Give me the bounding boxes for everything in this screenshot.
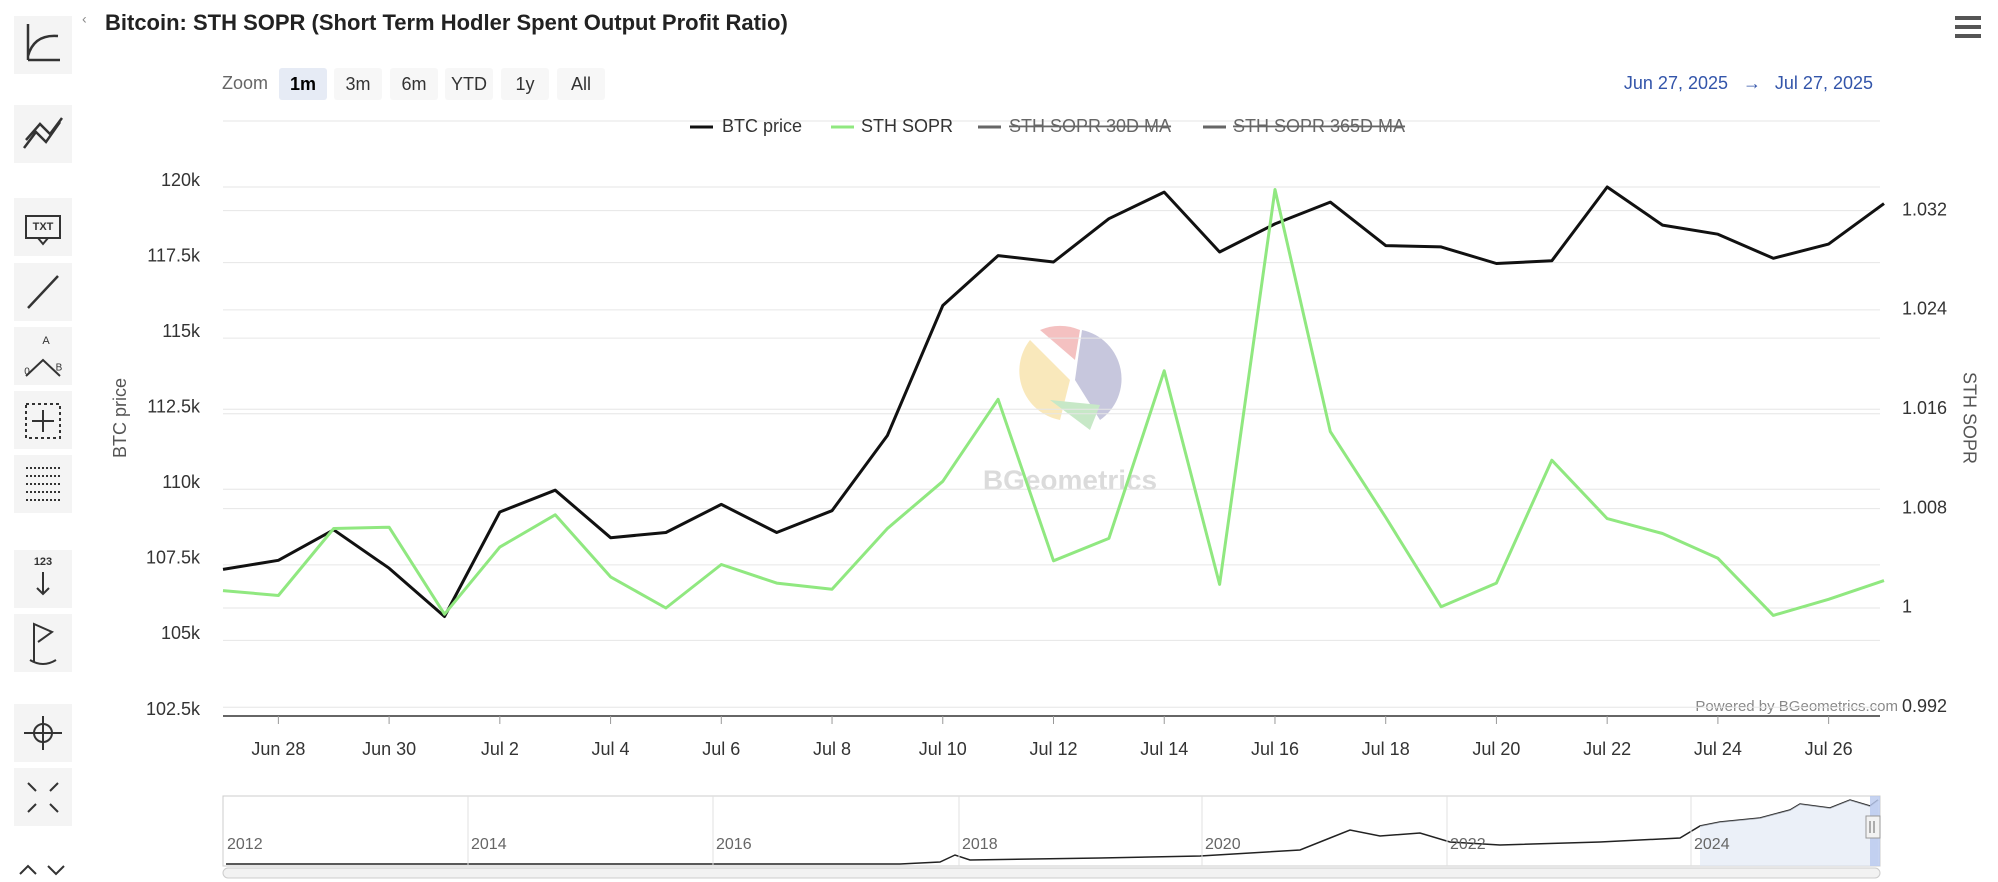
y2-tick-label: 1.032 [1902,199,1947,219]
legend-item[interactable]: BTC price [722,116,802,136]
navigator-label: 2022 [1450,836,1486,853]
x-tick-label: Jul 2 [481,739,519,759]
legend-item[interactable]: STH SOPR 365D MA [1233,116,1405,136]
zoom-button[interactable]: 1m [290,74,316,94]
navigator-label: 2012 [227,836,263,853]
zoom-button[interactable]: 6m [401,74,426,94]
watermark: BGeometrics [983,325,1157,495]
tool-numbers-label: 123 [34,556,52,568]
x-tick-label: Jul 18 [1362,739,1410,759]
navigator[interactable]: 2012 2014 2016 2018 2020 2022 2024 [222,795,1881,879]
y-tick-label: 110k [162,472,201,492]
zoom-button[interactable]: 3m [345,74,370,94]
y-tick-label: 102.5k [146,699,201,719]
zoom-button-bg[interactable] [501,68,549,100]
collapse-arrow[interactable]: ‹ [82,11,87,27]
y-tick-label: 105k [161,623,201,643]
x-tick-label: Jul 26 [1805,739,1853,759]
credit[interactable]: Powered by BGeometrics.com [1695,698,1898,715]
series-line [222,188,1885,617]
x-tick-label: Jul 4 [592,739,630,759]
tool-label-b: B [56,363,63,374]
chart-title: Bitcoin: STH SOPR (Short Term Hodler Spe… [105,10,788,35]
tool-grid[interactable] [14,455,72,513]
series-line [222,185,1885,618]
zoom-label: Zoom [222,73,268,93]
menu-button[interactable] [1955,16,1981,38]
zoom-button[interactable]: YTD [451,74,487,94]
navigator-label: 2014 [471,836,507,853]
y-tick-label: 115k [162,321,201,341]
legend-item[interactable]: STH SOPR 30D MA [1009,116,1171,136]
y-tick-label: 117.5k [147,245,201,265]
y-tick-label: 120k [161,170,201,190]
range-to[interactable]: Jul 27, 2025 [1775,73,1873,93]
range-arrow: → [1743,73,1761,93]
x-tick-label: Jun 30 [362,739,416,759]
tool-crosshair[interactable] [14,391,72,449]
x-tick-label: Jul 10 [919,739,967,759]
x-tick-label: Jul 8 [813,739,851,759]
zoom-button-bg[interactable] [390,68,438,100]
y-axis-title: BTC price [110,378,130,458]
tool-label[interactable]: 123 [14,550,72,608]
tool-text[interactable]: TXT [14,198,72,256]
tool-fullscreen[interactable] [14,768,72,826]
tool-label-a: A [42,335,50,347]
tool-line[interactable] [14,263,72,321]
navigator-label: 2016 [716,836,752,853]
navigator-label: 2024 [1694,836,1730,853]
y2-tick-label: 1.008 [1902,497,1947,517]
y2-axis-title: STH SOPR [1959,372,1979,464]
x-tick-label: Jul 22 [1583,739,1631,759]
y-tick-label: 107.5k [146,548,201,568]
tool-zoom[interactable] [14,704,72,762]
zoom-button-bg[interactable] [557,68,605,100]
x-tick-label: Jul 12 [1029,739,1077,759]
zoom-buttons: 1m 3m 6m YTD 1y All [279,68,605,100]
tool-flag[interactable] [14,614,72,672]
toolbar-scroll[interactable] [19,864,65,876]
x-tick-label: Jul 16 [1251,739,1299,759]
tool-label-0: 0 [24,367,30,378]
y2-tick-label: 1.024 [1902,299,1947,319]
x-tick-label: Jul 14 [1140,739,1188,759]
x-tick-label: Jul 20 [1472,739,1520,759]
zoom-button-bg[interactable] [445,68,493,100]
x-tick-label: Jul 24 [1694,739,1742,759]
toolbar: TXT A 0 B 123 [14,16,72,876]
y2-tick-label: 1.016 [1902,398,1947,418]
legend-item[interactable]: STH SOPR [861,116,953,136]
zoom-button[interactable]: 1y [515,74,534,94]
x-tick-label: Jul 6 [702,739,740,759]
tool-indicators[interactable] [14,16,72,74]
tool-measure[interactable]: A 0 B [14,327,72,385]
navigator-label: 2018 [962,836,998,853]
zoom-button[interactable]: All [571,74,591,94]
navigator-label: 2020 [1205,836,1241,853]
y2-tick-label: 1 [1902,597,1912,617]
y-tick-label: 112.5k [147,396,201,416]
zoom-button-bg[interactable] [279,68,327,100]
tool-trend[interactable] [14,105,72,163]
y2-tick-label: 0.992 [1902,696,1947,716]
x-tick-label: Jun 28 [251,739,305,759]
zoom-button-bg[interactable] [334,68,382,100]
tool-text-label: TXT [33,221,54,233]
range-from[interactable]: Jun 27, 2025 [1624,73,1728,93]
